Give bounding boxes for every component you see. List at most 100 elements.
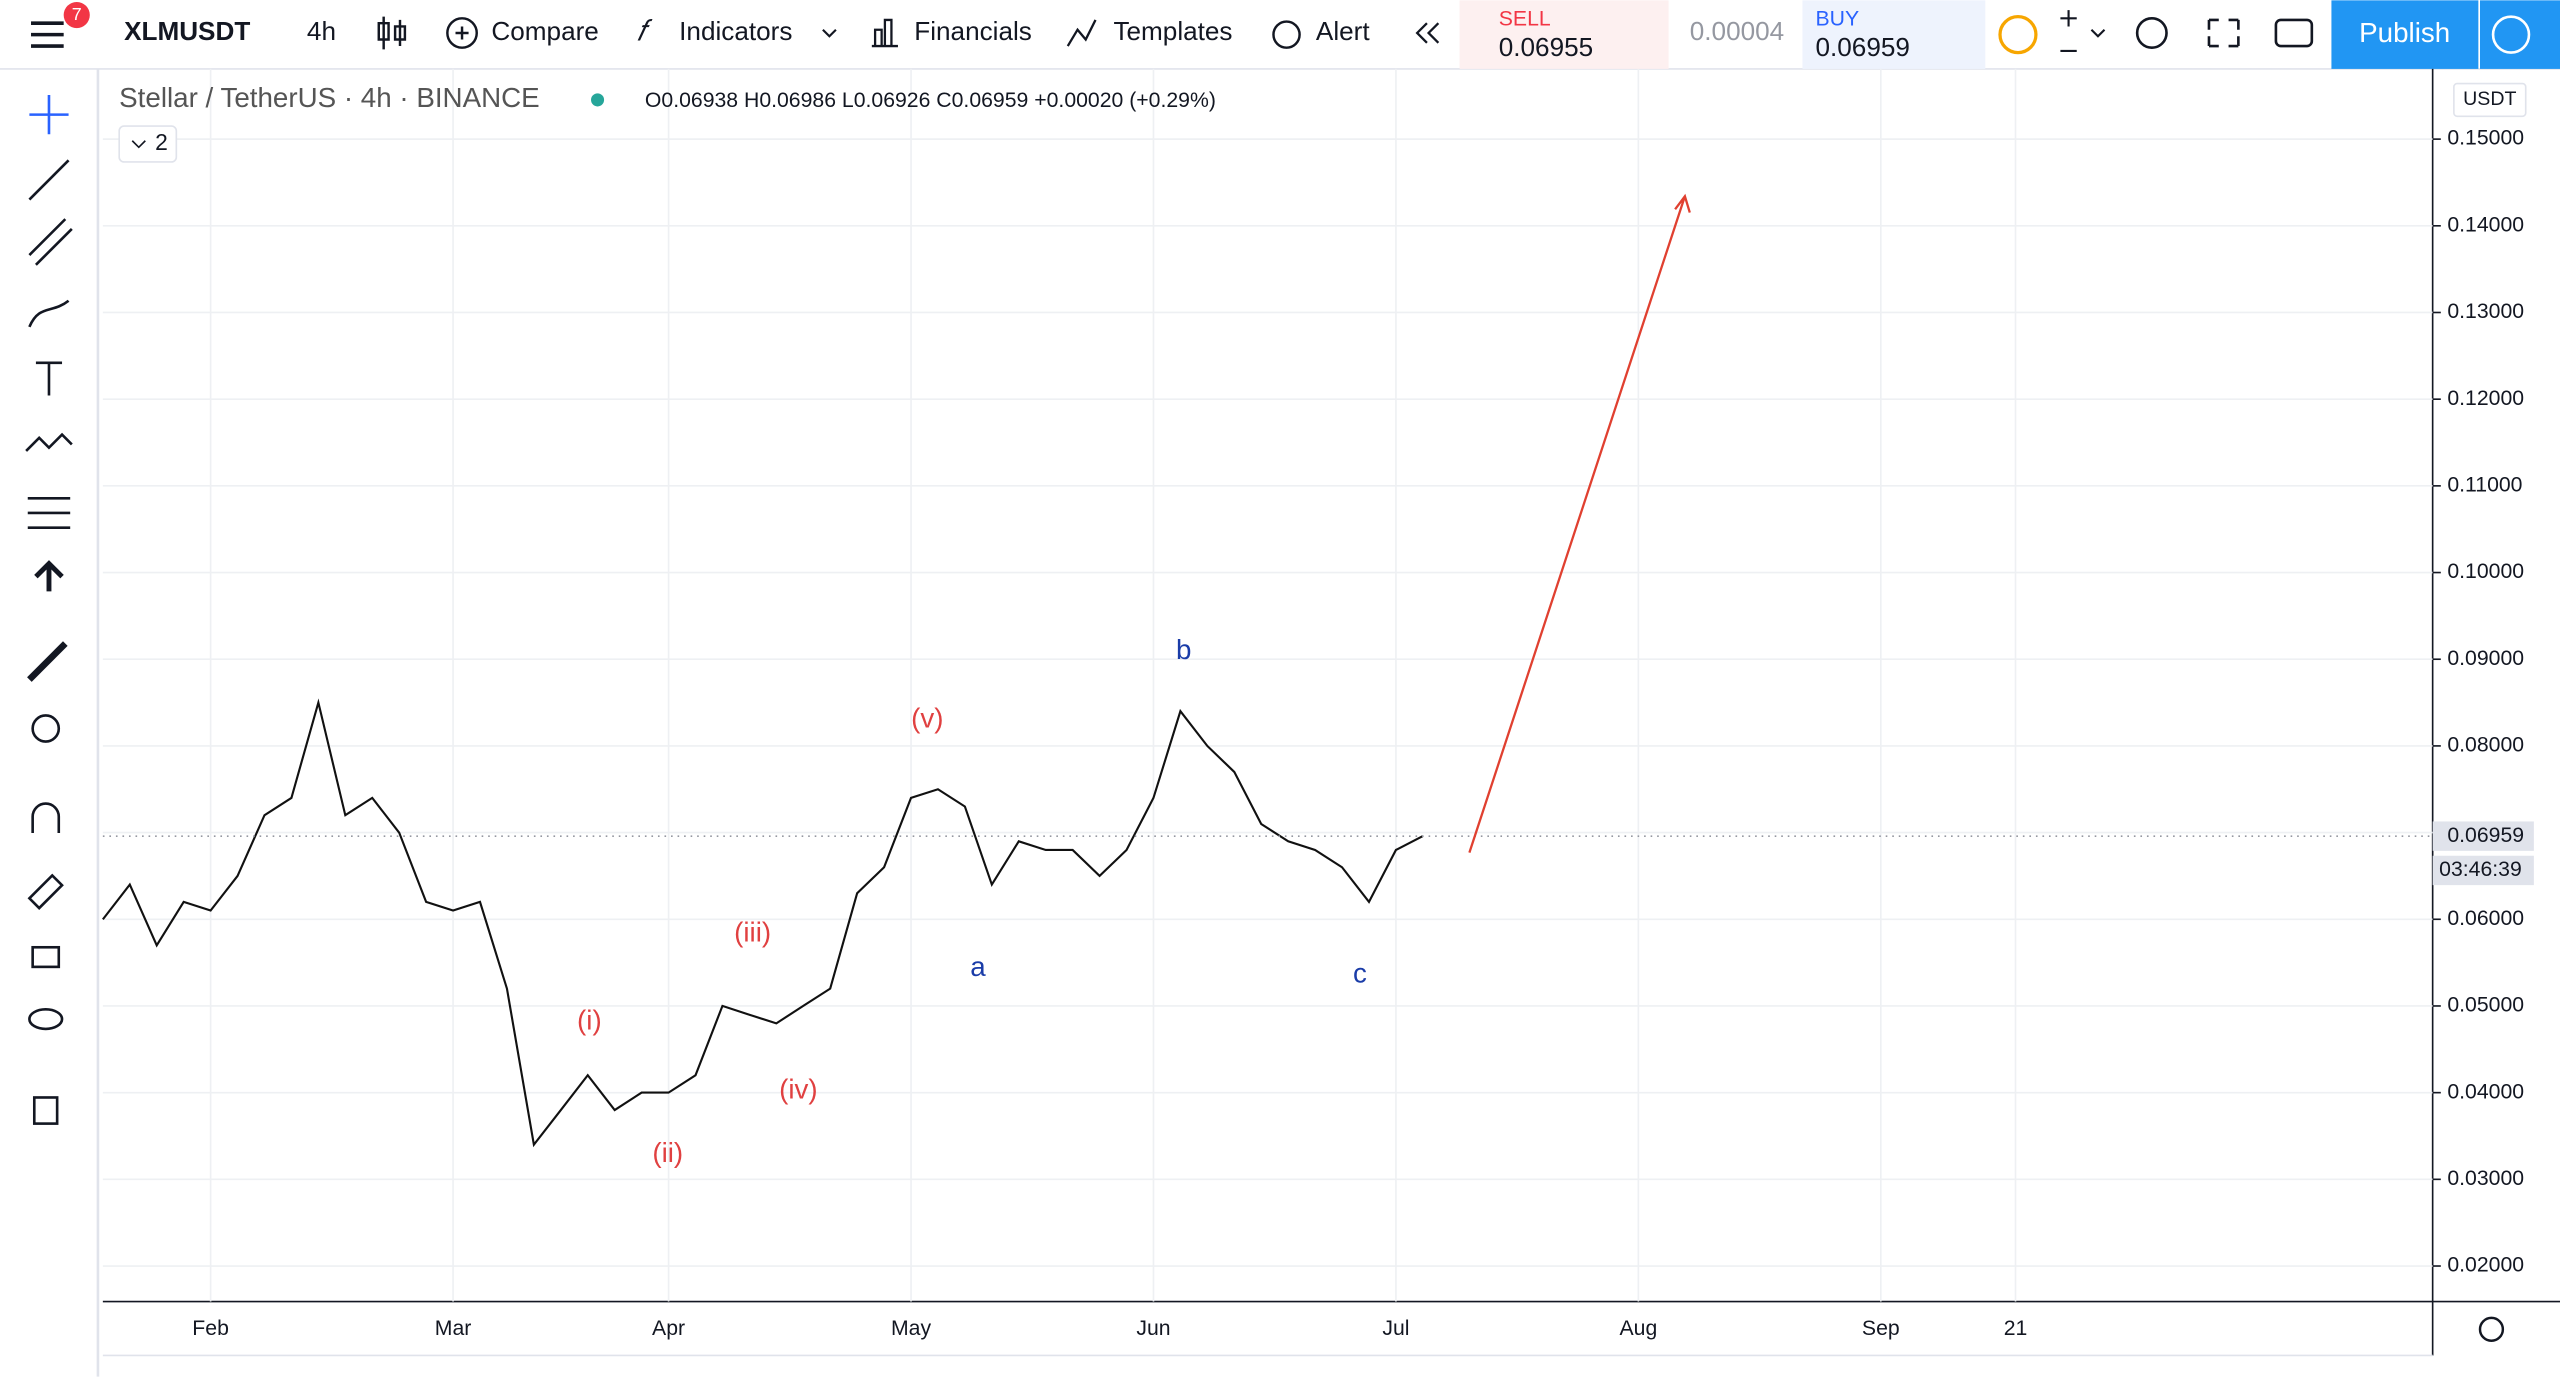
sell-box[interactable] <box>1459 0 1669 69</box>
x-tick-label: Feb <box>192 1317 229 1340</box>
x-tick-label: Apr <box>652 1317 685 1340</box>
compare-button[interactable]: Compare <box>491 16 598 46</box>
sell-label: SELL <box>1499 8 1551 31</box>
y-tick-label: 0.12000 <box>2447 387 2524 410</box>
trendline-tool[interactable] <box>28 159 70 201</box>
publish-label: Publish <box>2359 17 2450 48</box>
y-tick-label: 0.15000 <box>2447 127 2524 150</box>
settings-button[interactable] <box>2135 16 2168 49</box>
countdown-box <box>2432 855 2534 886</box>
y-tick-label: 0.02000 <box>2447 1254 2524 1277</box>
top-toolbar: 7 XLMUSDT 4h Compare 𝑓 Indicators Financ… <box>0 0 2560 70</box>
zoom-tool[interactable] <box>31 714 61 743</box>
wave-label: (iv) <box>779 1073 818 1104</box>
x-tick-label: Jun <box>1136 1317 1170 1340</box>
measure-tool[interactable] <box>27 641 68 682</box>
y-tick-label: 0.14000 <box>2447 213 2524 236</box>
prediction-tool[interactable] <box>27 496 71 529</box>
wave-label: (iii) <box>734 917 771 948</box>
wave-label: b <box>1176 634 1191 665</box>
last-price-box <box>2432 821 2534 851</box>
collapse-count: 2 <box>155 129 168 155</box>
left-toolbar <box>25 68 100 1377</box>
magnet-tool[interactable] <box>31 802 61 833</box>
financials-icon <box>871 18 898 48</box>
x-tick-label: Sep <box>1862 1317 1900 1340</box>
hide-tool[interactable] <box>34 560 64 592</box>
wave-label: c <box>1353 957 1367 988</box>
buy-label: BUY <box>1816 8 1860 31</box>
publish-button[interactable] <box>2331 0 2479 69</box>
delete-tool[interactable] <box>32 1096 59 1125</box>
x-tick-label: May <box>891 1317 931 1340</box>
snapshot-button[interactable] <box>2274 18 2314 48</box>
y-tick-label: 0.09000 <box>2447 647 2524 670</box>
templates-button[interactable]: Templates <box>1113 16 1232 46</box>
y-tick-label: 0.05000 <box>2447 994 2524 1017</box>
wave-labels: (i) (ii) (iii) (iv) (v) a b c <box>577 634 1367 1168</box>
spread: 0.00004 <box>1690 16 1784 46</box>
alert-button[interactable]: Alert <box>1316 16 1370 46</box>
interval[interactable]: 4h <box>307 16 336 46</box>
compare-icon <box>455 26 469 40</box>
pattern-tool[interactable] <box>25 432 73 452</box>
chart-type-button[interactable] <box>377 16 407 50</box>
y-tick-label: 0.03000 <box>2447 1167 2524 1190</box>
plot <box>102 698 2433 1148</box>
wave-label: (i) <box>577 1005 602 1036</box>
y-tick-label: 0.10000 <box>2447 560 2524 583</box>
last-price-label: 0.06959 <box>2447 824 2524 847</box>
y-tick-label: 0.13000 <box>2447 300 2524 323</box>
status-dot <box>591 93 605 107</box>
info-button[interactable] <box>1998 15 2038 55</box>
buy-price: 0.06959 <box>1816 32 1910 62</box>
compare-icon <box>446 17 478 49</box>
x-tick-label: Mar <box>435 1317 472 1340</box>
wave-label: (v) <box>911 703 943 734</box>
lock-tool[interactable] <box>31 945 61 969</box>
y-tick-label: 0.04000 <box>2447 1080 2524 1103</box>
axis-settings[interactable] <box>2478 1316 2505 1342</box>
x-tick-label: Jul <box>1382 1317 1409 1340</box>
zoom-buttons[interactable] <box>2060 10 2077 53</box>
projection-arrow <box>1468 193 1691 853</box>
wave-label: (ii) <box>652 1137 683 1168</box>
wave-label: a <box>970 951 986 982</box>
currency: USDT <box>2463 88 2516 110</box>
alert-icon <box>1272 20 1301 49</box>
crosshair-tool[interactable] <box>29 95 69 135</box>
y-tick-label: 0.08000 <box>2447 734 2524 757</box>
badge-count: 7 <box>72 4 82 24</box>
dropdown-arrow[interactable] <box>822 28 837 38</box>
text-tool[interactable] <box>35 361 63 396</box>
legend-ohlc: O0.06938 H0.06986 L0.06926 C0.06959 +0.0… <box>645 89 1216 112</box>
grid <box>102 68 2441 1302</box>
brush-tool[interactable] <box>28 299 70 328</box>
templates-icon <box>1066 19 1097 47</box>
currency-box[interactable] <box>2453 82 2527 118</box>
collapse-arrow <box>131 140 146 149</box>
fullscreen-button[interactable] <box>2207 18 2240 48</box>
fib-tool[interactable] <box>28 218 73 266</box>
financials-button[interactable]: Financials <box>914 16 1032 46</box>
stay-drawing-tool[interactable] <box>27 873 64 910</box>
price-line <box>102 698 1424 1148</box>
indicators-button[interactable]: Indicators <box>679 16 792 46</box>
menu-button[interactable] <box>31 21 64 48</box>
replay-button[interactable] <box>1415 22 1440 44</box>
x-tick-label: 21 <box>2004 1317 2028 1340</box>
collapse-button[interactable] <box>118 125 178 163</box>
symbol[interactable]: XLMUSDT <box>124 16 250 46</box>
sell-price: 0.06955 <box>1499 32 1593 62</box>
dropdown-arrow[interactable] <box>2090 28 2106 38</box>
countdown: 03:46:39 <box>2439 858 2522 881</box>
buy-box[interactable] <box>1802 0 1986 69</box>
badge <box>63 1 90 29</box>
legend-title: Stellar / TetherUS · 4h · BINANCE <box>119 82 540 113</box>
y-tick-label: 0.11000 <box>2447 473 2522 496</box>
y-tick-label: 0.06000 <box>2447 907 2524 930</box>
stream-icon <box>2491 15 2531 54</box>
visibility-tool[interactable] <box>28 1008 64 1031</box>
